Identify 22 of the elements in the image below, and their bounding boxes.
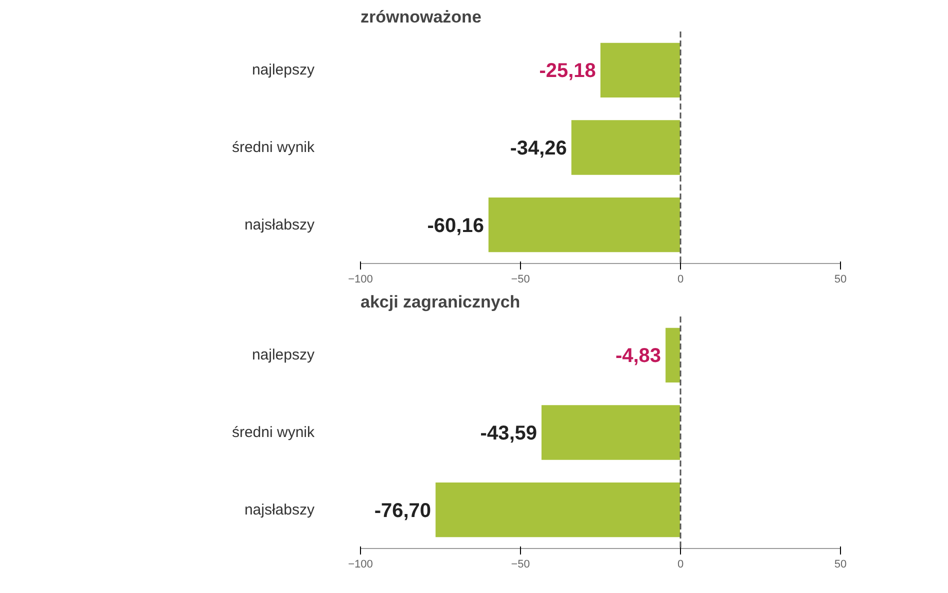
x-tick-label: −100 bbox=[348, 558, 373, 570]
data-label: -4,83 bbox=[615, 345, 662, 368]
data-label: -34,26 bbox=[510, 138, 567, 160]
x-tick-label: −100 bbox=[348, 274, 373, 286]
y-tick-label: średni wynik bbox=[232, 424, 315, 441]
chart-title: akcji zagranicznych bbox=[360, 292, 520, 312]
x-tick-label: 50 bbox=[834, 274, 847, 286]
x-tick-label: 0 bbox=[677, 558, 684, 570]
data-label: -43,59 bbox=[480, 422, 538, 444]
data-label: -25,18 bbox=[539, 60, 596, 82]
chart-title: zrównoważone bbox=[360, 8, 482, 26]
data-label: -76,70 bbox=[374, 500, 432, 522]
x-tick-label: −50 bbox=[511, 274, 530, 286]
x-tick-label: 0 bbox=[677, 274, 684, 286]
data-label: -60,16 bbox=[427, 214, 484, 237]
y-tick-label: najlepszy bbox=[252, 346, 315, 364]
y-tick-label: najsłabszy bbox=[244, 501, 315, 518]
y-tick-label: najsłabszy bbox=[244, 216, 315, 234]
x-tick-label: 50 bbox=[834, 558, 847, 570]
y-tick-label: najlepszy bbox=[252, 62, 315, 79]
y-tick-label: średni wynik bbox=[232, 139, 315, 156]
x-tick-label: −50 bbox=[511, 558, 530, 570]
